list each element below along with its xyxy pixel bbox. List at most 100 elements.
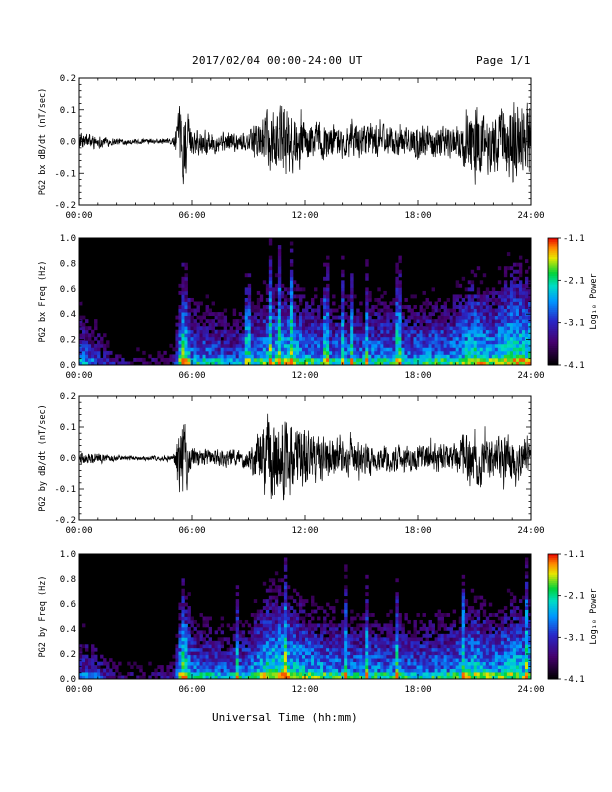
colorbar-tick-label: -4.1 <box>563 361 585 371</box>
spectrogram-cell <box>362 333 366 338</box>
spectrogram-cell <box>196 347 200 352</box>
spectrogram-cell <box>377 301 381 306</box>
spectrogram-cell <box>359 333 363 338</box>
spectrogram-cell <box>434 675 438 680</box>
spectrogram-cell <box>91 343 95 348</box>
spectrogram-cell <box>488 322 493 327</box>
spectrogram-cell <box>506 333 511 338</box>
spectrogram-cell <box>491 357 496 362</box>
spectrogram-cell <box>205 350 209 355</box>
spectrogram-cell <box>386 319 390 324</box>
spectrogram-cell <box>494 658 499 663</box>
spectrogram-cell <box>464 647 469 652</box>
spectrogram-cell <box>244 290 249 295</box>
spectrogram-cell <box>416 357 420 362</box>
spectrogram-cell <box>280 661 285 666</box>
spectrogram-cell <box>244 297 249 302</box>
spectrogram-cell <box>271 357 276 362</box>
spectrogram-cell <box>277 315 282 320</box>
spectrogram-cell <box>509 637 514 642</box>
spectrogram-cell <box>458 343 463 348</box>
spectrogram-cell <box>494 315 499 320</box>
spectrogram-cell <box>350 280 354 285</box>
spectrogram-cell <box>509 357 514 362</box>
spectrogram-cell <box>277 305 282 309</box>
spectrogram-cell <box>256 326 261 331</box>
spectrogram-cell <box>476 308 481 313</box>
spectrogram-cell <box>262 343 267 348</box>
spectrogram-cell <box>190 647 194 652</box>
spectrogram-cell <box>280 626 285 631</box>
spectrogram-cell <box>374 297 378 302</box>
spectrogram-cell <box>184 658 188 663</box>
spectrogram-cell <box>320 661 324 666</box>
spectrogram-cell <box>416 347 420 352</box>
spectrogram-cell <box>452 633 457 638</box>
spectrogram-cell <box>265 630 270 635</box>
colorbar-segment <box>548 248 558 252</box>
spectrogram-cell <box>232 340 237 345</box>
spectrogram-cell <box>509 640 514 645</box>
spectrogram-cell <box>268 640 273 645</box>
spectrogram-cell <box>506 326 511 331</box>
spectrogram-cell <box>470 322 475 327</box>
spectrogram-cell <box>199 361 203 366</box>
spectrogram-cell <box>449 647 454 652</box>
spectrogram-cell <box>235 361 240 366</box>
spectrogram-cell <box>425 651 429 656</box>
spectrogram-cell <box>298 630 303 635</box>
spectrogram-cell <box>419 322 423 327</box>
spectrogram-cell <box>326 354 330 359</box>
spectrogram-cell <box>184 654 188 659</box>
spectrogram-cell <box>416 654 420 659</box>
spectrogram-cell <box>410 654 414 659</box>
spectrogram-cell <box>359 301 363 306</box>
spectrogram-cell <box>443 340 448 345</box>
spectrogram-cell <box>434 361 438 366</box>
colorbar-segment <box>548 333 558 336</box>
spectrogram-cell <box>428 361 432 366</box>
spectrogram-cell <box>326 350 330 355</box>
spectrogram-cell <box>500 290 505 295</box>
spectrogram-cell <box>320 668 324 673</box>
spectrogram-cell <box>479 640 484 645</box>
spectrogram-cell <box>506 343 511 348</box>
spectrogram-cell <box>359 623 363 628</box>
spectrogram-cell <box>350 609 354 614</box>
spectrogram-cell <box>268 287 273 292</box>
spectrogram-cell <box>488 326 493 331</box>
spectrogram-cell <box>470 333 475 338</box>
spectrogram-cell <box>377 647 381 652</box>
spectrogram-cell <box>500 319 505 324</box>
spectrogram-cell <box>250 630 255 635</box>
spectrogram-cell <box>482 647 487 652</box>
spectrogram-cell <box>476 336 481 341</box>
panel-1 <box>78 77 532 206</box>
spectrogram-cell <box>425 644 429 649</box>
spectrogram-cell <box>326 305 330 309</box>
spectrogram-cell <box>286 354 291 359</box>
spectrogram-cell <box>235 350 240 355</box>
spectrogram-cell <box>329 333 333 338</box>
spectrogram-cell <box>277 578 282 583</box>
spectrogram-cell <box>184 290 188 295</box>
spectrogram-cell <box>374 658 378 663</box>
spectrogram-cell <box>464 347 469 352</box>
spectrogram-cell <box>277 280 282 285</box>
spectrogram-cell <box>485 651 490 656</box>
spectrogram-cell <box>467 654 472 659</box>
spectrogram-cell <box>443 329 448 334</box>
spectrogram-cell <box>238 336 243 341</box>
spectrogram-cell <box>392 668 396 673</box>
panel-4 <box>78 553 561 680</box>
spectrogram-cell <box>292 630 297 635</box>
spectrogram-cell <box>389 623 393 628</box>
spectrogram-cell <box>458 333 463 338</box>
spectrogram-cell <box>94 350 98 355</box>
spectrogram-cell <box>85 350 89 355</box>
spectrogram-cell <box>314 644 318 649</box>
spectrogram-cell <box>190 329 194 334</box>
spectrogram-cell <box>85 361 89 366</box>
spectrogram-cell <box>344 637 348 642</box>
spectrogram-cell <box>389 647 393 652</box>
